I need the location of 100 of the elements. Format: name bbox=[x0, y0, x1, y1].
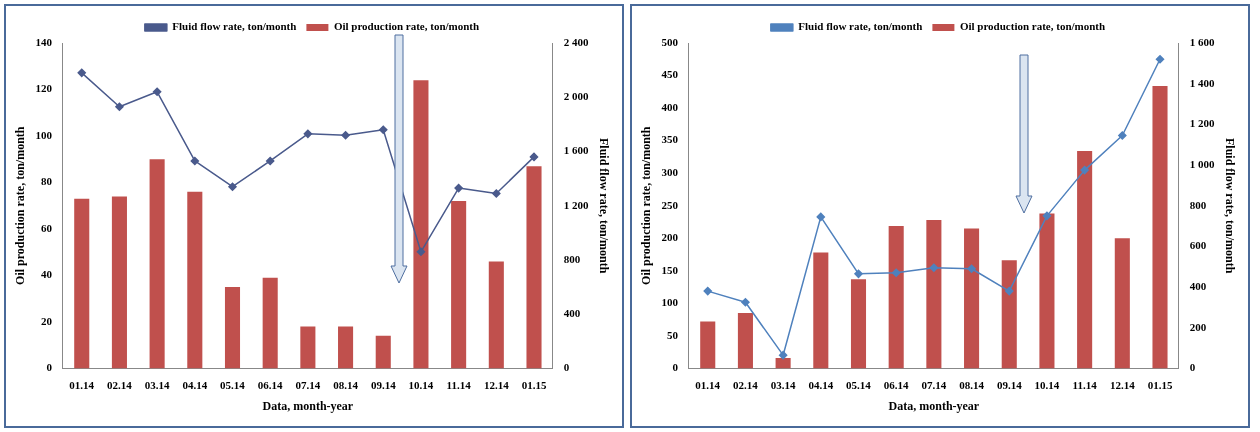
y2-tick-label: 1 400 bbox=[1189, 76, 1216, 89]
bar bbox=[1114, 238, 1130, 369]
x-tick-label: 08.14 bbox=[333, 378, 359, 391]
point bbox=[190, 156, 200, 166]
point bbox=[1155, 55, 1165, 64]
x-tick-label: 05.14 bbox=[220, 378, 246, 391]
y2-axis-title: Fluid flow rate, ton/month bbox=[596, 138, 611, 274]
x-tick-label: 11.14 bbox=[1072, 378, 1098, 391]
point bbox=[265, 156, 275, 166]
bar bbox=[888, 225, 904, 369]
legend-label: Fluid flow rate, ton/month bbox=[798, 20, 923, 33]
y2-axis-title: Fluid flow rate, ton/month bbox=[1222, 138, 1237, 274]
point bbox=[703, 286, 712, 296]
y2-tick-label: 2 400 bbox=[563, 35, 590, 48]
x-tick-label: 01.14 bbox=[69, 378, 95, 391]
x-tick-label: 10.14 bbox=[408, 378, 434, 391]
bar bbox=[413, 80, 429, 369]
y2-tick-label: 1 200 bbox=[1189, 117, 1216, 130]
x-tick-label: 02.14 bbox=[107, 378, 133, 391]
point bbox=[303, 129, 313, 139]
point bbox=[115, 102, 124, 111]
y2-tick-label: 1 000 bbox=[1189, 157, 1216, 170]
legend-label: Oil production rate, ton/month bbox=[333, 20, 480, 33]
x-tick-label: 12.14 bbox=[1109, 378, 1136, 391]
x-tick-label: 06.14 bbox=[883, 378, 910, 391]
point bbox=[1042, 211, 1052, 221]
y2-tick-label: 1 600 bbox=[1189, 35, 1216, 48]
bar bbox=[1077, 151, 1093, 369]
bar bbox=[964, 228, 980, 369]
bar bbox=[526, 166, 542, 369]
point bbox=[891, 268, 901, 278]
x-tick-label: 01.14 bbox=[695, 378, 721, 391]
y-tick-label: 120 bbox=[35, 82, 53, 95]
x-tick-label: 01.15 bbox=[521, 378, 547, 391]
bar bbox=[224, 287, 241, 369]
x-tick-label: 09.14 bbox=[370, 378, 397, 391]
x-tick-label: 02.14 bbox=[733, 378, 759, 391]
y2-tick-label: 800 bbox=[563, 252, 581, 265]
bar bbox=[451, 201, 467, 369]
y-tick-label: 300 bbox=[661, 166, 679, 178]
bar bbox=[149, 159, 165, 369]
x-tick-label: 05.14 bbox=[846, 378, 872, 391]
bar bbox=[338, 326, 354, 369]
y-tick-label: 60 bbox=[40, 221, 53, 234]
bar bbox=[700, 321, 716, 369]
x-tick-label: 03.14 bbox=[144, 378, 170, 391]
x-tick-label: 12.14 bbox=[483, 378, 510, 391]
y-axis-title: Oil production rate, ton/month bbox=[13, 126, 28, 285]
x-axis-title: Data, month-year bbox=[262, 398, 354, 413]
y2-tick-label: 1 200 bbox=[563, 198, 590, 211]
point bbox=[379, 125, 388, 135]
y-tick-label: 50 bbox=[666, 328, 679, 341]
x-tick-label: 09.14 bbox=[996, 378, 1023, 391]
point bbox=[77, 68, 86, 78]
legend-label: Fluid flow rate, ton/month bbox=[172, 20, 297, 33]
y-tick-label: 100 bbox=[661, 296, 679, 309]
y-tick-label: 80 bbox=[40, 175, 53, 188]
x-tick-label: 06.14 bbox=[257, 378, 284, 391]
y-tick-label: 100 bbox=[35, 128, 53, 141]
y-tick-label: 200 bbox=[661, 231, 679, 244]
x-tick-label: 07.14 bbox=[295, 378, 321, 391]
bar bbox=[187, 191, 203, 369]
y-tick-label: 0 bbox=[672, 361, 679, 374]
bar bbox=[1039, 213, 1055, 369]
bar bbox=[813, 252, 829, 369]
point bbox=[778, 350, 788, 360]
point bbox=[741, 298, 750, 307]
y-tick-label: 500 bbox=[661, 35, 679, 48]
point bbox=[1005, 286, 1014, 296]
point bbox=[1118, 131, 1127, 140]
bar bbox=[926, 220, 942, 369]
x-tick-label: 04.14 bbox=[182, 378, 208, 391]
x-tick-label: 04.14 bbox=[808, 378, 834, 391]
x-tick-label: 08.14 bbox=[959, 378, 985, 391]
bar bbox=[1152, 85, 1168, 369]
point bbox=[529, 152, 539, 162]
y-tick-label: 20 bbox=[40, 314, 53, 327]
point bbox=[228, 182, 237, 191]
bar bbox=[775, 357, 791, 369]
y-tick-label: 250 bbox=[661, 198, 679, 211]
y-tick-label: 350 bbox=[661, 133, 679, 146]
bar bbox=[488, 261, 504, 369]
y2-tick-label: 400 bbox=[1189, 279, 1207, 292]
y-tick-label: 450 bbox=[661, 68, 679, 81]
x-tick-label: 11.14 bbox=[446, 378, 472, 391]
bar bbox=[74, 198, 90, 369]
y2-tick-label: 1 600 bbox=[563, 144, 590, 157]
x-axis-title: Data, month-year bbox=[888, 398, 980, 413]
point bbox=[854, 269, 863, 279]
bar bbox=[1001, 260, 1017, 369]
y-tick-label: 150 bbox=[661, 263, 679, 276]
y-tick-label: 140 bbox=[35, 35, 53, 48]
legend-label: Oil production rate, ton/month bbox=[959, 20, 1106, 33]
y-tick-label: 0 bbox=[46, 361, 53, 374]
y2-tick-label: 400 bbox=[563, 307, 581, 320]
bar bbox=[111, 196, 127, 369]
bar bbox=[375, 335, 391, 369]
y2-tick-label: 2 000 bbox=[563, 90, 590, 103]
x-tick-label: 10.14 bbox=[1034, 378, 1060, 391]
y2-tick-label: 800 bbox=[1189, 198, 1207, 211]
